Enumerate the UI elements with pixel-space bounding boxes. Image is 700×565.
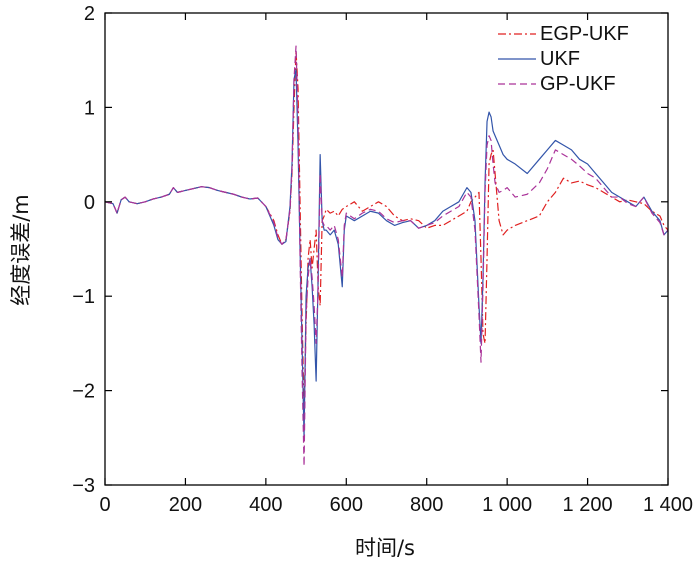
y-axis-title: 经度误差/m [9, 194, 33, 306]
x-axis-title: 时间/s [355, 536, 415, 560]
legend: EGP-UKF UKF GP-UKF [498, 23, 629, 95]
x-tick-label: 400 [249, 494, 282, 516]
y-tick-label: 0 [84, 192, 95, 214]
plot-frame [104, 12, 669, 486]
x-tick-label: 0 [99, 494, 110, 516]
x-tick-label: 1 200 [563, 494, 613, 516]
x-tick-label: 800 [410, 494, 443, 516]
axes-layer: 0 200 400 600 800 1 000 1 200 1 400 2 1 0 −1 −2 −3 [72, 3, 693, 516]
x-tick-label: 1 000 [482, 494, 532, 516]
y-tick-label: −2 [72, 381, 95, 403]
x-tick-label: 200 [169, 494, 202, 516]
series-line-egp-ukf [104, 50, 669, 411]
x-tick-label: 600 [330, 494, 363, 516]
series-layer [104, 45, 669, 467]
y-tick-label: −1 [72, 286, 95, 308]
y-tick-label: 1 [84, 97, 95, 119]
legend-label-egp-ukf: EGP-UKF [540, 23, 629, 45]
y-tick-label: −3 [72, 475, 95, 497]
series-line-gp-ukf [104, 45, 669, 467]
x-tick-label: 1 400 [643, 494, 693, 516]
y-tick-label: 2 [84, 3, 95, 25]
legend-label-gp-ukf: GP-UKF [540, 73, 616, 95]
legend-label-ukf: UKF [540, 48, 580, 70]
